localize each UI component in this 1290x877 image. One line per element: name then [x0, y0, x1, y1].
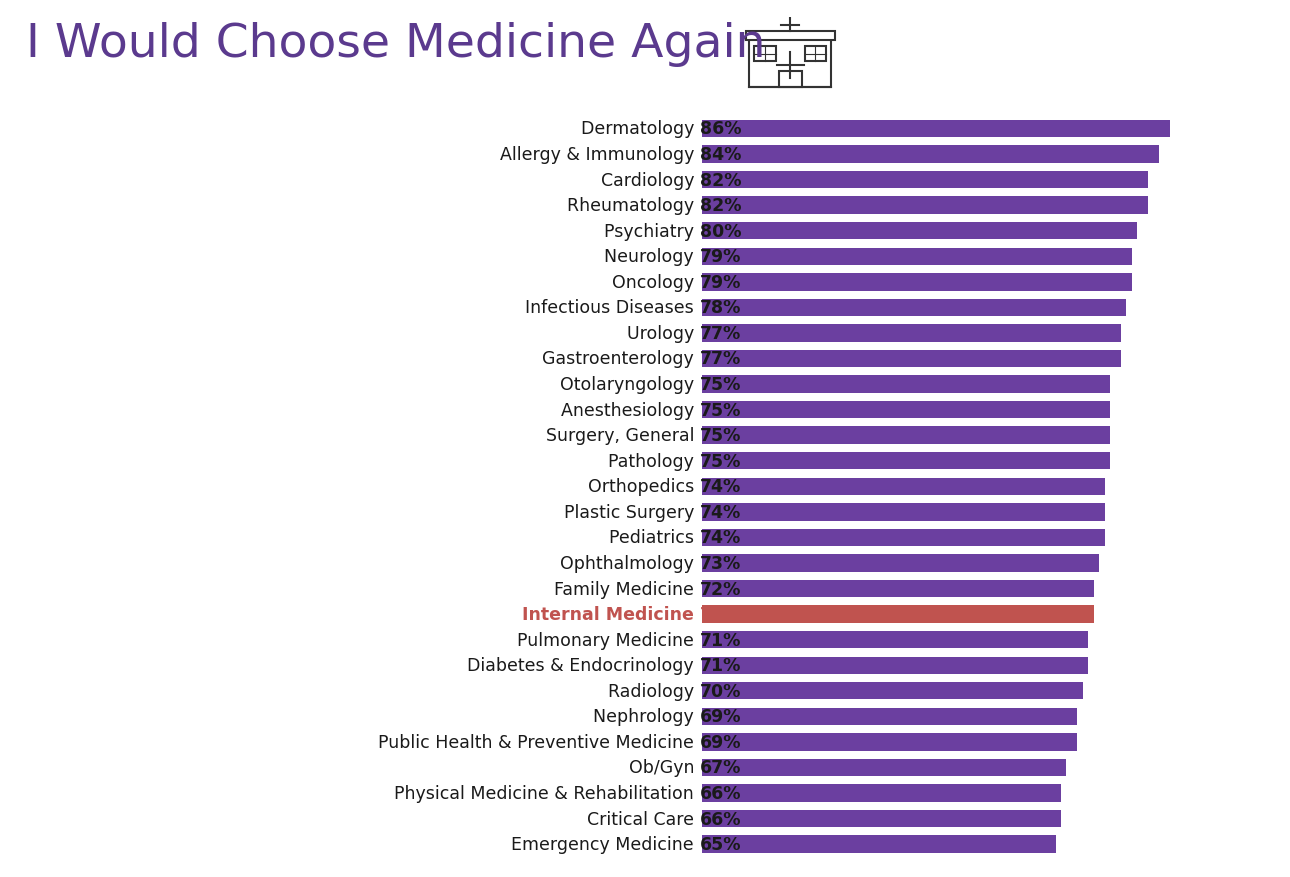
Text: 79%: 79%: [699, 274, 740, 291]
Text: Pediatrics: Pediatrics: [609, 529, 699, 546]
Text: 65%: 65%: [699, 835, 740, 853]
Bar: [749, 40, 831, 89]
Text: 73%: 73%: [699, 554, 740, 573]
Bar: [702, 248, 1131, 266]
Text: Gastroenterology: Gastroenterology: [542, 350, 699, 368]
Text: Ophthalmology: Ophthalmology: [560, 554, 699, 573]
Text: 74%: 74%: [699, 503, 740, 521]
Text: Emergency Medicine: Emergency Medicine: [511, 835, 699, 853]
Text: 72%: 72%: [699, 580, 740, 598]
Text: 71%: 71%: [699, 657, 740, 674]
Bar: [805, 47, 826, 62]
Text: Psychiatry: Psychiatry: [604, 223, 699, 240]
Text: Cardiology: Cardiology: [601, 171, 699, 189]
Text: I Would Choose Medicine Again: I Would Choose Medicine Again: [26, 22, 765, 67]
Bar: [702, 324, 1121, 342]
Bar: [702, 682, 1082, 700]
Text: Internal Medicine: Internal Medicine: [521, 605, 699, 624]
Bar: [702, 402, 1109, 419]
Bar: [702, 299, 1126, 317]
Text: 69%: 69%: [699, 708, 740, 725]
Text: 86%: 86%: [699, 120, 740, 139]
Text: Nephrology: Nephrology: [593, 708, 699, 725]
Text: 66%: 66%: [699, 784, 740, 802]
Bar: [702, 733, 1077, 751]
Bar: [702, 554, 1099, 572]
Text: 70%: 70%: [699, 682, 740, 700]
Text: 78%: 78%: [699, 299, 740, 317]
Text: Dermatology: Dermatology: [580, 120, 699, 139]
Bar: [702, 172, 1148, 189]
Text: 66%: 66%: [699, 809, 740, 828]
Text: Pulmonary Medicine: Pulmonary Medicine: [517, 631, 699, 649]
Bar: [702, 121, 1170, 138]
Bar: [702, 503, 1104, 521]
Text: 75%: 75%: [699, 375, 740, 394]
Text: 71%: 71%: [699, 631, 740, 649]
Text: 69%: 69%: [699, 733, 740, 751]
Bar: [702, 351, 1121, 367]
Bar: [702, 784, 1062, 802]
Text: 72%: 72%: [699, 605, 740, 624]
Bar: [746, 32, 835, 41]
Bar: [778, 72, 801, 89]
Text: Neurology: Neurology: [605, 248, 699, 266]
Text: 75%: 75%: [699, 401, 740, 419]
Text: Urology: Urology: [627, 324, 699, 343]
Text: Rheumatology: Rheumatology: [566, 197, 699, 215]
Text: 80%: 80%: [699, 223, 740, 240]
Bar: [702, 529, 1104, 546]
Text: Physical Medicine & Rehabilitation: Physical Medicine & Rehabilitation: [395, 784, 699, 802]
Text: Orthopedics: Orthopedics: [588, 478, 699, 496]
Text: Critical Care: Critical Care: [587, 809, 699, 828]
Text: Infectious Diseases: Infectious Diseases: [525, 299, 699, 317]
Text: 77%: 77%: [699, 324, 740, 343]
Bar: [702, 581, 1094, 597]
Bar: [702, 453, 1109, 470]
Text: 82%: 82%: [699, 197, 740, 215]
Text: Otolaryngology: Otolaryngology: [560, 375, 699, 394]
Bar: [702, 274, 1131, 291]
Bar: [702, 836, 1055, 852]
Text: 74%: 74%: [699, 529, 740, 546]
Text: Public Health & Preventive Medicine: Public Health & Preventive Medicine: [378, 733, 699, 751]
Bar: [702, 478, 1104, 496]
Bar: [702, 146, 1158, 163]
Text: 84%: 84%: [699, 146, 740, 164]
Text: 77%: 77%: [699, 350, 740, 368]
Bar: [702, 197, 1148, 215]
Text: Ob/Gyn: Ob/Gyn: [628, 759, 699, 776]
Text: Anesthesiology: Anesthesiology: [561, 401, 699, 419]
Text: Radiology: Radiology: [608, 682, 699, 700]
Bar: [702, 708, 1077, 725]
Text: Pathology: Pathology: [608, 453, 699, 470]
Text: 82%: 82%: [699, 171, 740, 189]
Bar: [702, 810, 1062, 827]
Bar: [702, 631, 1089, 649]
Text: 75%: 75%: [699, 427, 740, 445]
Bar: [702, 606, 1094, 623]
Text: Plastic Surgery: Plastic Surgery: [564, 503, 699, 521]
Text: Allergy & Immunology: Allergy & Immunology: [499, 146, 699, 164]
Text: 79%: 79%: [699, 248, 740, 266]
Text: Family Medicine: Family Medicine: [555, 580, 699, 598]
Bar: [702, 759, 1067, 776]
Text: Diabetes & Endocrinology: Diabetes & Endocrinology: [467, 657, 699, 674]
Text: Surgery, General: Surgery, General: [546, 427, 699, 445]
Bar: [702, 427, 1109, 445]
Bar: [702, 223, 1138, 240]
Text: 75%: 75%: [699, 453, 740, 470]
Bar: [702, 657, 1089, 674]
Text: 74%: 74%: [699, 478, 740, 496]
Bar: [755, 47, 775, 62]
Text: Oncology: Oncology: [611, 274, 699, 291]
Text: 67%: 67%: [699, 759, 740, 776]
Bar: [702, 376, 1109, 393]
